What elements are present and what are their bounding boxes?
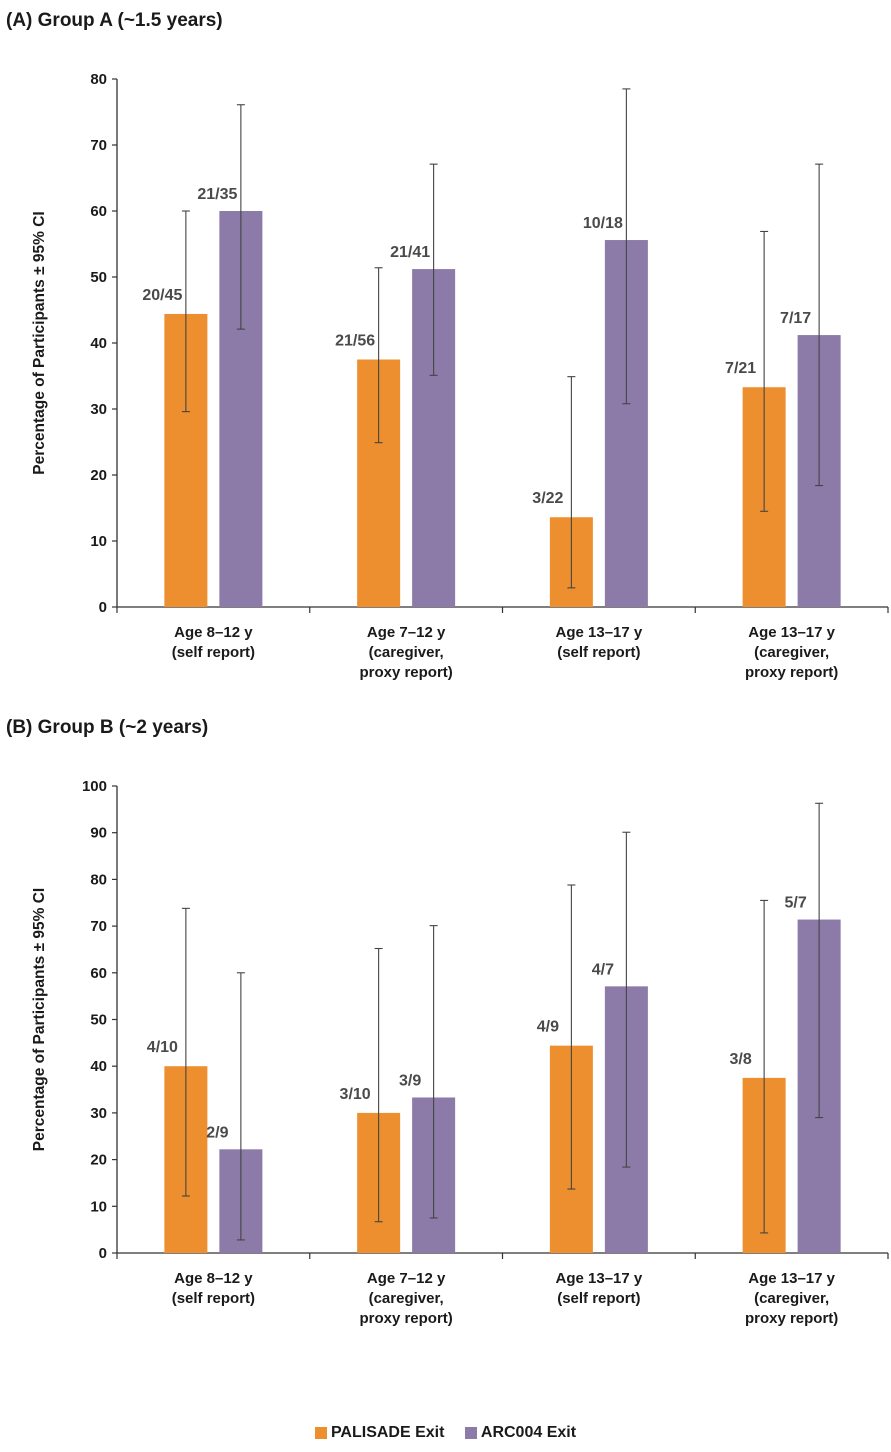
y-tick-label: 50 <box>90 269 107 286</box>
category-label: (self report) <box>172 644 255 661</box>
y-tick-label: 100 <box>82 778 107 795</box>
chart-group-a: Percentage of Participants ± 95% CI 0 10 20… <box>31 71 889 681</box>
data-label-arc004: 3/9 <box>399 1072 421 1089</box>
category-label: (caregiver, <box>754 644 829 661</box>
legend-item-arc004: ARC004 Exit <box>464 1424 577 1442</box>
category-label: (caregiver, <box>754 1290 829 1307</box>
data-label-palisade: 3/8 <box>730 1051 752 1068</box>
data-label-arc004: 10/18 <box>583 215 623 232</box>
category-label: proxy report) <box>359 1310 452 1327</box>
data-label-palisade: 4/9 <box>537 1019 559 1036</box>
category-label: proxy report) <box>359 664 452 681</box>
data-label-palisade: 21/56 <box>335 333 375 350</box>
legend-label-palisade: PALISADE Exit <box>330 1424 445 1441</box>
y-axis-label-a: Percentage of Participants ± 95% CI <box>31 211 48 475</box>
category-label: Age 7–12 y <box>367 1270 446 1287</box>
y-tick-label: 20 <box>90 1152 107 1169</box>
y-tick-label: 80 <box>90 71 107 88</box>
category-label: Age 13–17 y <box>748 1270 835 1287</box>
y-tick-label: 40 <box>90 1058 107 1075</box>
y-tick-label: 80 <box>90 871 107 888</box>
legend-swatch-palisade <box>314 1427 327 1439</box>
category-label: Age 13–17 y <box>556 1270 643 1287</box>
y-tick-label: 40 <box>90 335 107 352</box>
data-label-palisade: 20/45 <box>142 287 182 304</box>
y-tick-label: 30 <box>90 1105 107 1122</box>
category-label: (self report) <box>557 644 640 661</box>
category-label: Age 8–12 y <box>174 1270 253 1287</box>
chart-group-b: Percentage of Participants ± 95% CI 0 10 20… <box>31 778 889 1327</box>
legend: PALISADE Exit ARC004 Exit <box>0 1424 891 1444</box>
y-axis-label-b: Percentage of Participants ± 95% CI <box>31 888 48 1152</box>
category-label: (caregiver, <box>369 1290 444 1307</box>
y-tick-label: 90 <box>90 825 107 842</box>
panel-b-title: (B) Group B (~2 years) <box>6 717 209 738</box>
category-label: Age 7–12 y <box>367 624 446 641</box>
legend-item-palisade: PALISADE Exit <box>314 1424 445 1442</box>
y-tick-label: 50 <box>90 1012 107 1029</box>
data-label-arc004: 4/7 <box>592 961 614 978</box>
category-label: Age 13–17 y <box>556 624 643 641</box>
y-tick-label: 70 <box>90 918 107 935</box>
y-tick-label: 60 <box>90 203 107 220</box>
category-label: proxy report) <box>745 664 838 681</box>
category-label: (self report) <box>172 1290 255 1307</box>
category-label: (caregiver, <box>369 644 444 661</box>
category-label: (self report) <box>557 1290 640 1307</box>
data-label-arc004: 2/9 <box>206 1124 228 1141</box>
data-label-arc004: 5/7 <box>785 895 807 912</box>
legend-swatch-arc004 <box>464 1427 477 1439</box>
y-tick-label: 0 <box>99 1245 107 1262</box>
y-tick-label: 10 <box>90 1198 107 1215</box>
data-label-arc004: 21/41 <box>390 244 430 261</box>
category-label: Age 8–12 y <box>174 624 253 641</box>
y-tick-label: 60 <box>90 965 107 982</box>
y-tick-label: 20 <box>90 467 107 484</box>
y-tick-label: 0 <box>99 599 107 616</box>
panel-a-title: (A) Group A (~1.5 years) <box>6 10 223 31</box>
data-label-palisade: 3/22 <box>532 490 563 507</box>
data-label-arc004: 21/35 <box>197 186 237 203</box>
data-label-palisade: 3/10 <box>340 1086 371 1103</box>
y-tick-label: 70 <box>90 137 107 154</box>
category-label: Age 13–17 y <box>748 624 835 641</box>
category-label: proxy report) <box>745 1310 838 1327</box>
legend-label-arc004: ARC004 Exit <box>480 1424 577 1441</box>
data-label-palisade: 7/21 <box>725 360 756 377</box>
data-label-palisade: 4/10 <box>147 1039 178 1056</box>
y-tick-label: 30 <box>90 401 107 418</box>
y-tick-label: 10 <box>90 533 107 550</box>
data-label-arc004: 7/17 <box>780 310 811 327</box>
